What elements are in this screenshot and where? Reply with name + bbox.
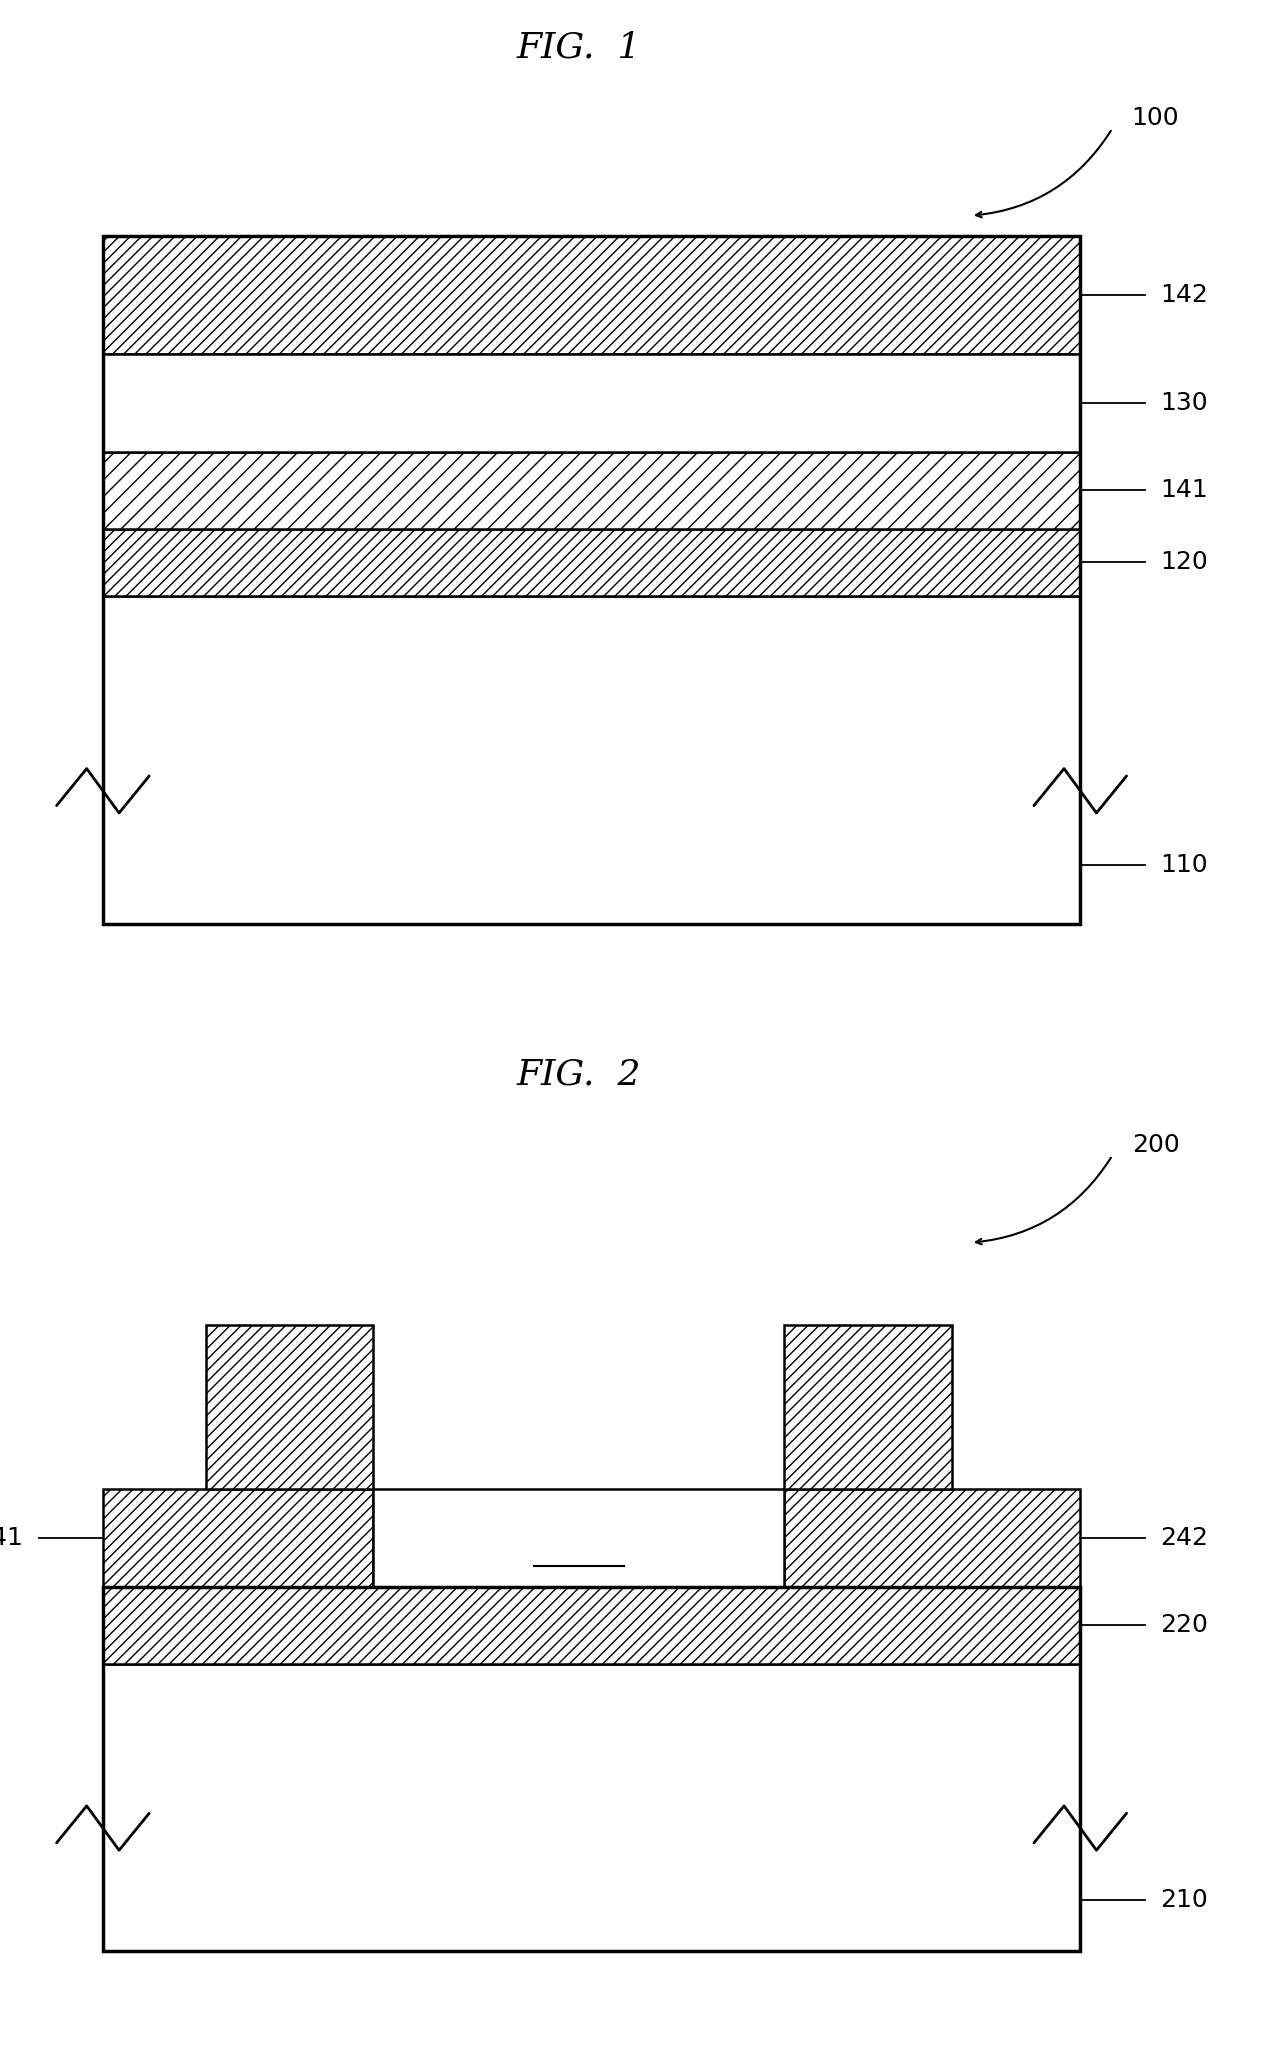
- Text: 210: 210: [1160, 1888, 1208, 1912]
- Bar: [103, 236, 1080, 353]
- Bar: [784, 1489, 1080, 1586]
- Text: 110: 110: [1160, 852, 1208, 877]
- Text: 242: 242: [1160, 1526, 1208, 1551]
- Bar: [103, 1489, 373, 1586]
- Bar: [784, 1325, 952, 1489]
- Bar: [103, 353, 1080, 452]
- Bar: [103, 596, 1080, 924]
- Text: 120: 120: [1160, 550, 1208, 575]
- Text: FIG.  1: FIG. 1: [517, 31, 640, 66]
- Text: 100: 100: [1132, 107, 1179, 129]
- Bar: [373, 1489, 784, 1586]
- Text: 230: 230: [554, 1526, 603, 1551]
- Text: 142: 142: [1160, 283, 1208, 308]
- Bar: [103, 1586, 1080, 1951]
- Bar: [103, 452, 1080, 528]
- Bar: [103, 528, 1080, 596]
- Text: 220: 220: [1160, 1612, 1208, 1637]
- Bar: [103, 1586, 1080, 1664]
- Bar: [103, 1664, 1080, 1951]
- Text: FIG.  2: FIG. 2: [517, 1058, 640, 1093]
- Bar: [206, 1325, 373, 1489]
- Text: 141: 141: [1160, 479, 1208, 503]
- Text: 130: 130: [1160, 390, 1208, 415]
- Text: 200: 200: [1132, 1134, 1179, 1156]
- Bar: [103, 236, 1080, 924]
- Text: 241: 241: [0, 1526, 23, 1551]
